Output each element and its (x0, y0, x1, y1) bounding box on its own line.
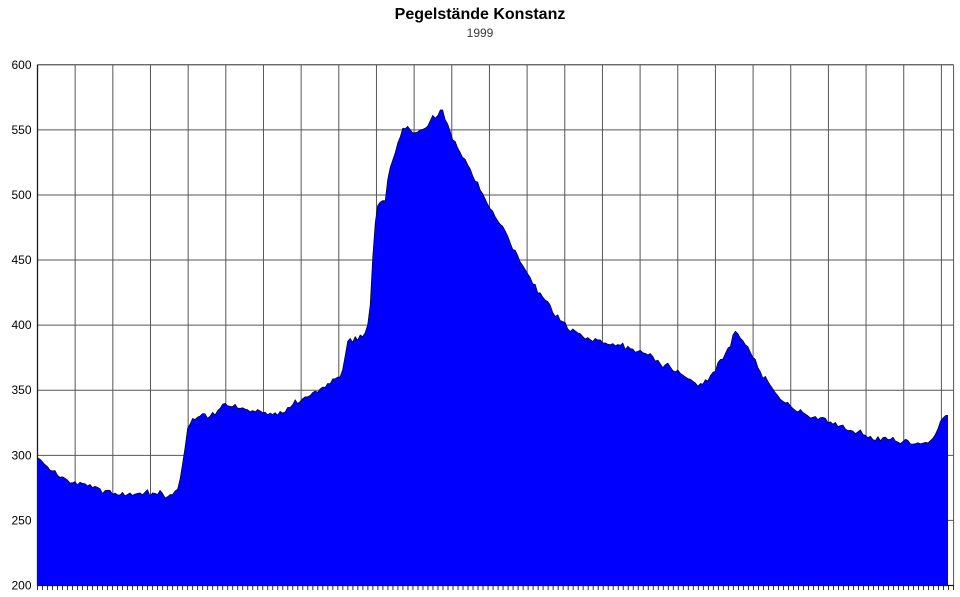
svg-text:450: 450 (11, 253, 31, 267)
svg-text:600: 600 (11, 58, 31, 72)
svg-text:400: 400 (11, 318, 31, 332)
svg-text:500: 500 (11, 188, 31, 202)
svg-text:250: 250 (11, 513, 31, 527)
svg-text:350: 350 (11, 383, 31, 397)
svg-text:550: 550 (11, 123, 31, 137)
svg-text:200: 200 (11, 579, 31, 593)
svg-text:300: 300 (11, 448, 31, 462)
